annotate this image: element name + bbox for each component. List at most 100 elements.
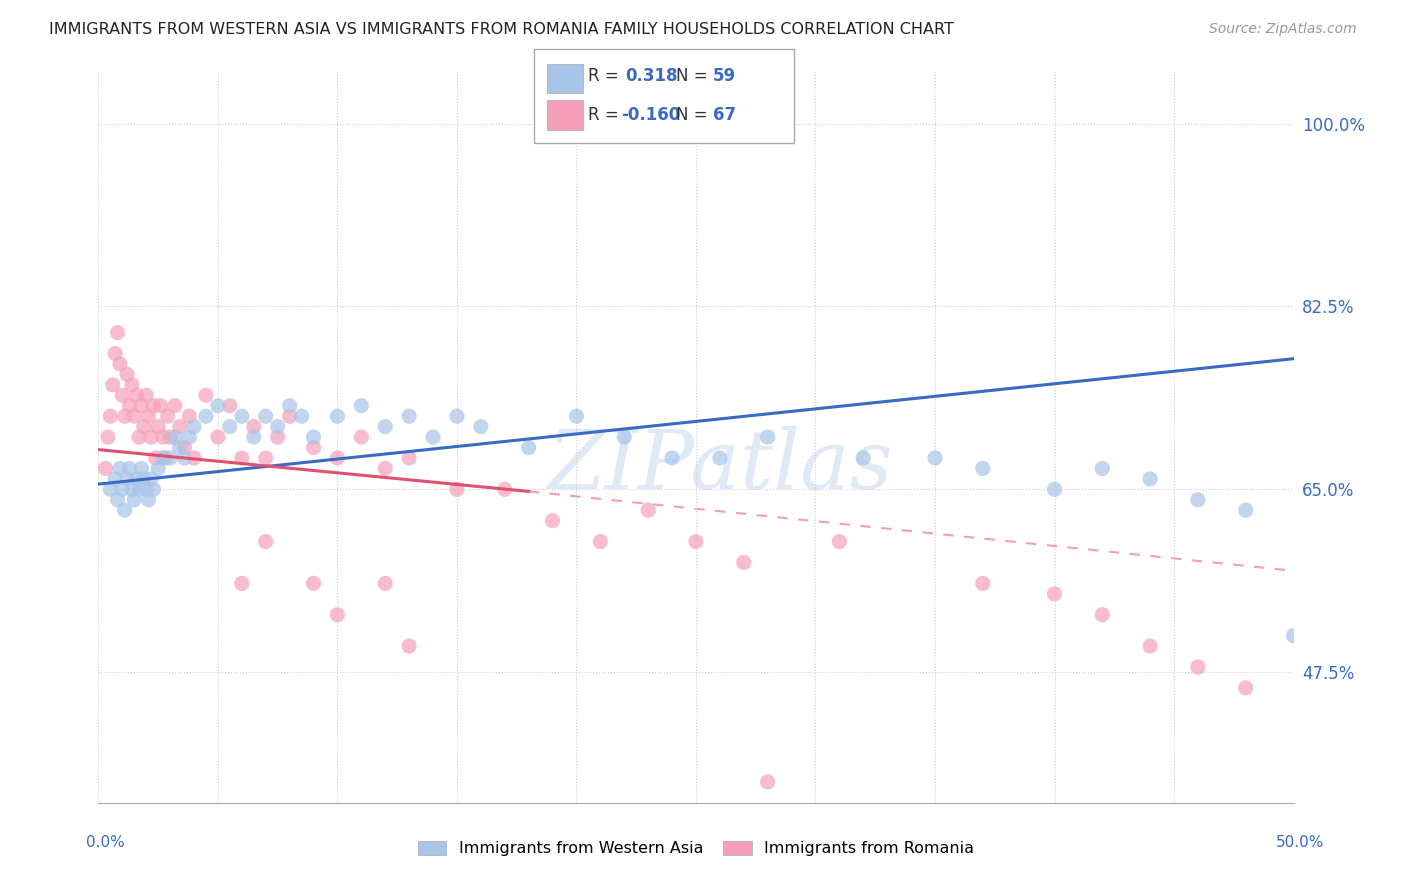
Point [145,450,167,465]
Point [163,430,186,444]
Point [565,409,588,424]
Point [152,430,174,444]
Point [124,492,146,507]
Point [142,483,165,497]
Point [108,357,131,371]
Point [107,326,129,340]
Point [183,450,205,465]
Point [111,483,134,497]
Point [138,492,160,507]
Point [470,419,492,434]
Point [326,450,349,465]
Point [1187,660,1209,674]
Point [828,534,851,549]
Point [115,368,138,382]
Point [179,430,201,444]
Point [131,461,153,475]
Point [350,430,373,444]
Point [756,775,779,789]
Point [278,409,301,424]
Point [254,450,277,465]
Point [132,419,155,434]
Point [97,430,120,444]
Point [121,483,143,497]
Point [118,399,141,413]
Point [108,461,131,475]
Point [98,483,122,497]
Point [195,388,218,402]
Point [173,450,195,465]
Point [98,409,122,424]
Point [107,492,129,507]
Point [207,430,229,444]
Point [267,419,290,434]
Point [231,409,253,424]
Text: 0.318: 0.318 [626,68,678,86]
Point [179,409,201,424]
Point [219,399,242,413]
Point [1282,629,1305,643]
Point [1091,607,1114,622]
Point [124,409,146,424]
Point [972,461,994,475]
Text: 59: 59 [713,68,735,86]
Point [398,639,420,653]
Point [1091,461,1114,475]
Text: ZIPatlas: ZIPatlas [547,426,893,507]
Point [173,441,195,455]
Point [138,409,160,424]
Point [139,430,162,444]
Text: R =: R = [588,106,624,124]
Point [156,409,179,424]
Point [709,450,731,465]
Point [1043,483,1066,497]
Legend: Immigrants from Western Asia, Immigrants from Romania: Immigrants from Western Asia, Immigrants… [409,833,983,864]
Point [446,409,468,424]
Point [231,576,253,591]
Point [169,441,191,455]
Point [1139,472,1161,486]
Point [1234,503,1257,517]
Point [254,534,277,549]
Point [852,450,875,465]
Point [685,534,707,549]
Point [231,450,253,465]
Point [195,409,218,424]
Point [152,450,174,465]
Point [661,450,683,465]
Point [121,377,143,392]
Text: 50.0%: 50.0% [1277,836,1324,850]
Point [169,419,191,434]
Point [104,472,127,486]
Point [254,409,277,424]
Point [131,399,153,413]
Point [302,576,325,591]
Point [267,430,290,444]
Point [422,430,444,444]
Point [128,430,150,444]
Point [1187,492,1209,507]
Point [148,461,170,475]
Point [149,399,172,413]
Point [1139,639,1161,653]
Text: 67: 67 [713,106,735,124]
Point [1043,587,1066,601]
Point [374,419,396,434]
Point [148,419,170,434]
Point [219,419,242,434]
Point [111,388,134,402]
Point [207,399,229,413]
Point [924,450,946,465]
Text: IMMIGRANTS FROM WESTERN ASIA VS IMMIGRANTS FROM ROMANIA FAMILY HOUSEHOLDS CORREL: IMMIGRANTS FROM WESTERN ASIA VS IMMIGRAN… [49,22,955,37]
Point [446,483,468,497]
Text: -0.160: -0.160 [621,106,681,124]
Point [114,503,136,517]
Point [326,409,349,424]
Point [243,419,266,434]
Point [125,472,148,486]
Point [972,576,994,591]
Point [541,514,564,528]
Point [118,461,141,475]
Point [756,430,779,444]
Point [132,472,155,486]
